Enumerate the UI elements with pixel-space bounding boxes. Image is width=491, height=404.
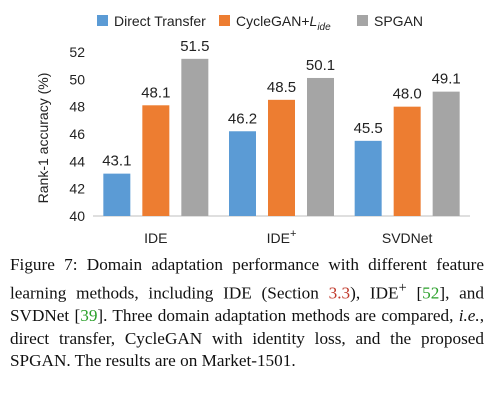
bar <box>393 106 421 216</box>
section-reference[interactable]: 3.3 <box>328 283 351 303</box>
bar <box>268 99 295 216</box>
figure-caption: Figure 7: Domain adaptation performance … <box>10 254 484 373</box>
bar <box>229 131 256 216</box>
y-tick-label: 46 <box>69 126 85 142</box>
data-label: 50.1 <box>306 57 335 74</box>
legend-swatch <box>357 15 368 26</box>
x-axis: IDE IDE+ SVDNet <box>144 228 432 246</box>
x-tick-label: IDE+ <box>267 228 297 246</box>
y-tick-label: 40 <box>69 208 85 224</box>
bar-chart: Direct Transfer CycleGAN+Lide SPGAN 40 42 44… <box>35 13 470 246</box>
data-label: 45.5 <box>354 120 383 137</box>
bar <box>142 105 170 216</box>
chart-legend: Direct Transfer CycleGAN+Lide SPGAN <box>97 13 423 33</box>
caption-text: ], and SVDNet [ <box>10 283 484 325</box>
data-label: 48.5 <box>267 79 296 96</box>
legend-label: CycleGAN+Lide <box>236 13 331 33</box>
data-label: 49.1 <box>432 71 461 88</box>
bars-group: 43.1 48.1 51.5 46.2 48.5 50.1 45.5 48.0 49.1 <box>102 38 461 217</box>
data-label: 48.0 <box>393 86 422 103</box>
y-tick-label: 48 <box>69 99 85 115</box>
x-tick-label: SVDNet <box>382 230 433 246</box>
caption-text: ]. Three domain adaptation methods are c… <box>97 305 459 325</box>
y-tick-label: 50 <box>69 71 85 87</box>
legend-label: Direct Transfer <box>114 13 206 29</box>
data-label: 48.1 <box>141 84 170 101</box>
bar <box>354 140 382 216</box>
caption-text: Domain adaptation performance with diffe… <box>10 255 484 303</box>
legend-label: SPGAN <box>374 13 423 29</box>
citation-link[interactable]: 52 <box>422 283 440 303</box>
data-label: 51.5 <box>180 38 209 55</box>
y-axis-label: Rank-1 accuracy (%) <box>35 73 51 204</box>
bar <box>307 77 334 216</box>
y-tick-label: 52 <box>69 44 85 60</box>
y-tick-label: 44 <box>69 153 85 169</box>
citation-link[interactable]: 39 <box>80 305 98 325</box>
data-label: 46.2 <box>228 110 257 127</box>
bar <box>103 173 131 216</box>
caption-ie: i.e. <box>458 305 480 325</box>
y-tick-label: 42 <box>69 181 85 197</box>
legend-swatch <box>219 15 230 26</box>
superscript-plus: + <box>398 279 407 296</box>
caption-text: , direct transfer, CycleGAN with identit… <box>10 305 484 371</box>
data-label: 43.1 <box>102 153 131 170</box>
caption-label: Figure 7: <box>10 255 78 274</box>
bar <box>432 91 460 216</box>
caption-text: [ <box>406 283 423 303</box>
legend-swatch <box>97 15 108 26</box>
x-tick-label: IDE <box>144 230 167 246</box>
bar <box>181 58 209 217</box>
caption-text: ), IDE <box>350 283 399 303</box>
